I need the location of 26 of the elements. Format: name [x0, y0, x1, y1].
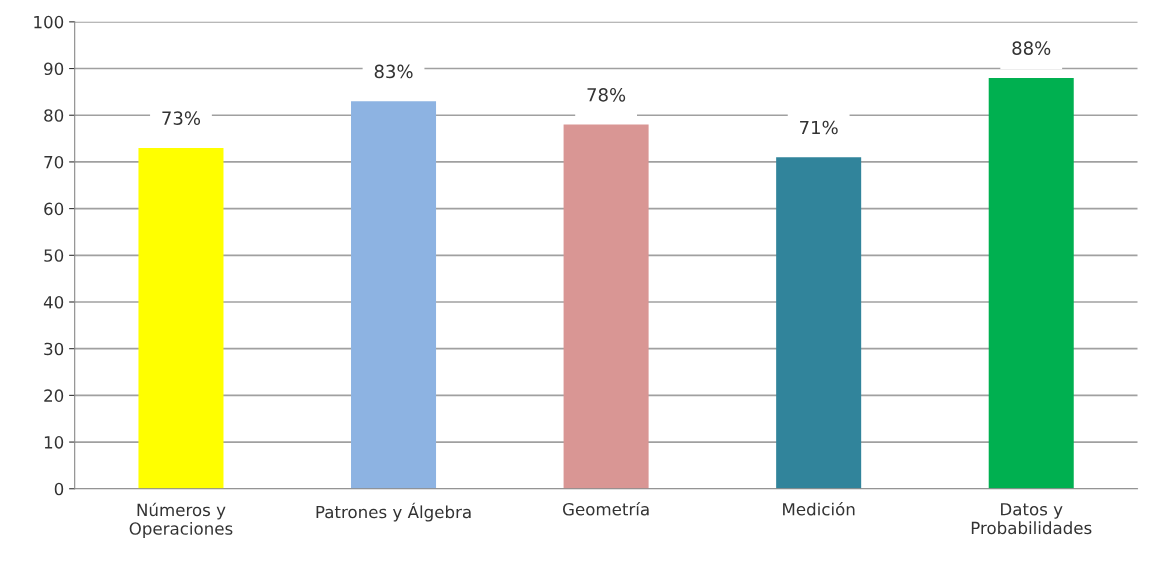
x-tick-label: Números y Operaciones	[129, 502, 233, 539]
y-tick-label: 60	[44, 202, 64, 216]
y-tick-label: 90	[44, 62, 64, 76]
bar	[563, 124, 649, 489]
data-label: 71%	[800, 120, 838, 135]
data-label: 88%	[1012, 41, 1051, 55]
y-tick-label: 50	[44, 249, 64, 262]
y-tick-label: 10	[44, 436, 64, 449]
bar	[351, 101, 437, 489]
y-tick-label: 40	[43, 295, 64, 309]
y-tick-label: 0	[54, 482, 64, 496]
x-tick-label: Medición	[783, 501, 855, 516]
bar	[776, 157, 862, 489]
bar	[988, 77, 1074, 489]
data-label: 78%	[587, 87, 626, 102]
y-tick-label: 70	[44, 155, 64, 169]
y-tick-label: 20	[44, 389, 64, 402]
x-tick-label: Geometría	[562, 501, 649, 516]
y-tick-label: 100	[34, 15, 64, 29]
x-tick-label: Patrones y Álgebra	[316, 502, 471, 522]
data-label: 73%	[162, 111, 201, 125]
y-tick-label: 80	[44, 109, 64, 122]
bar	[138, 147, 224, 489]
y-tick-label: 30	[44, 342, 64, 356]
x-tick-label: Datos y Probabilidades	[971, 503, 1092, 535]
data-label: 83%	[374, 64, 413, 79]
